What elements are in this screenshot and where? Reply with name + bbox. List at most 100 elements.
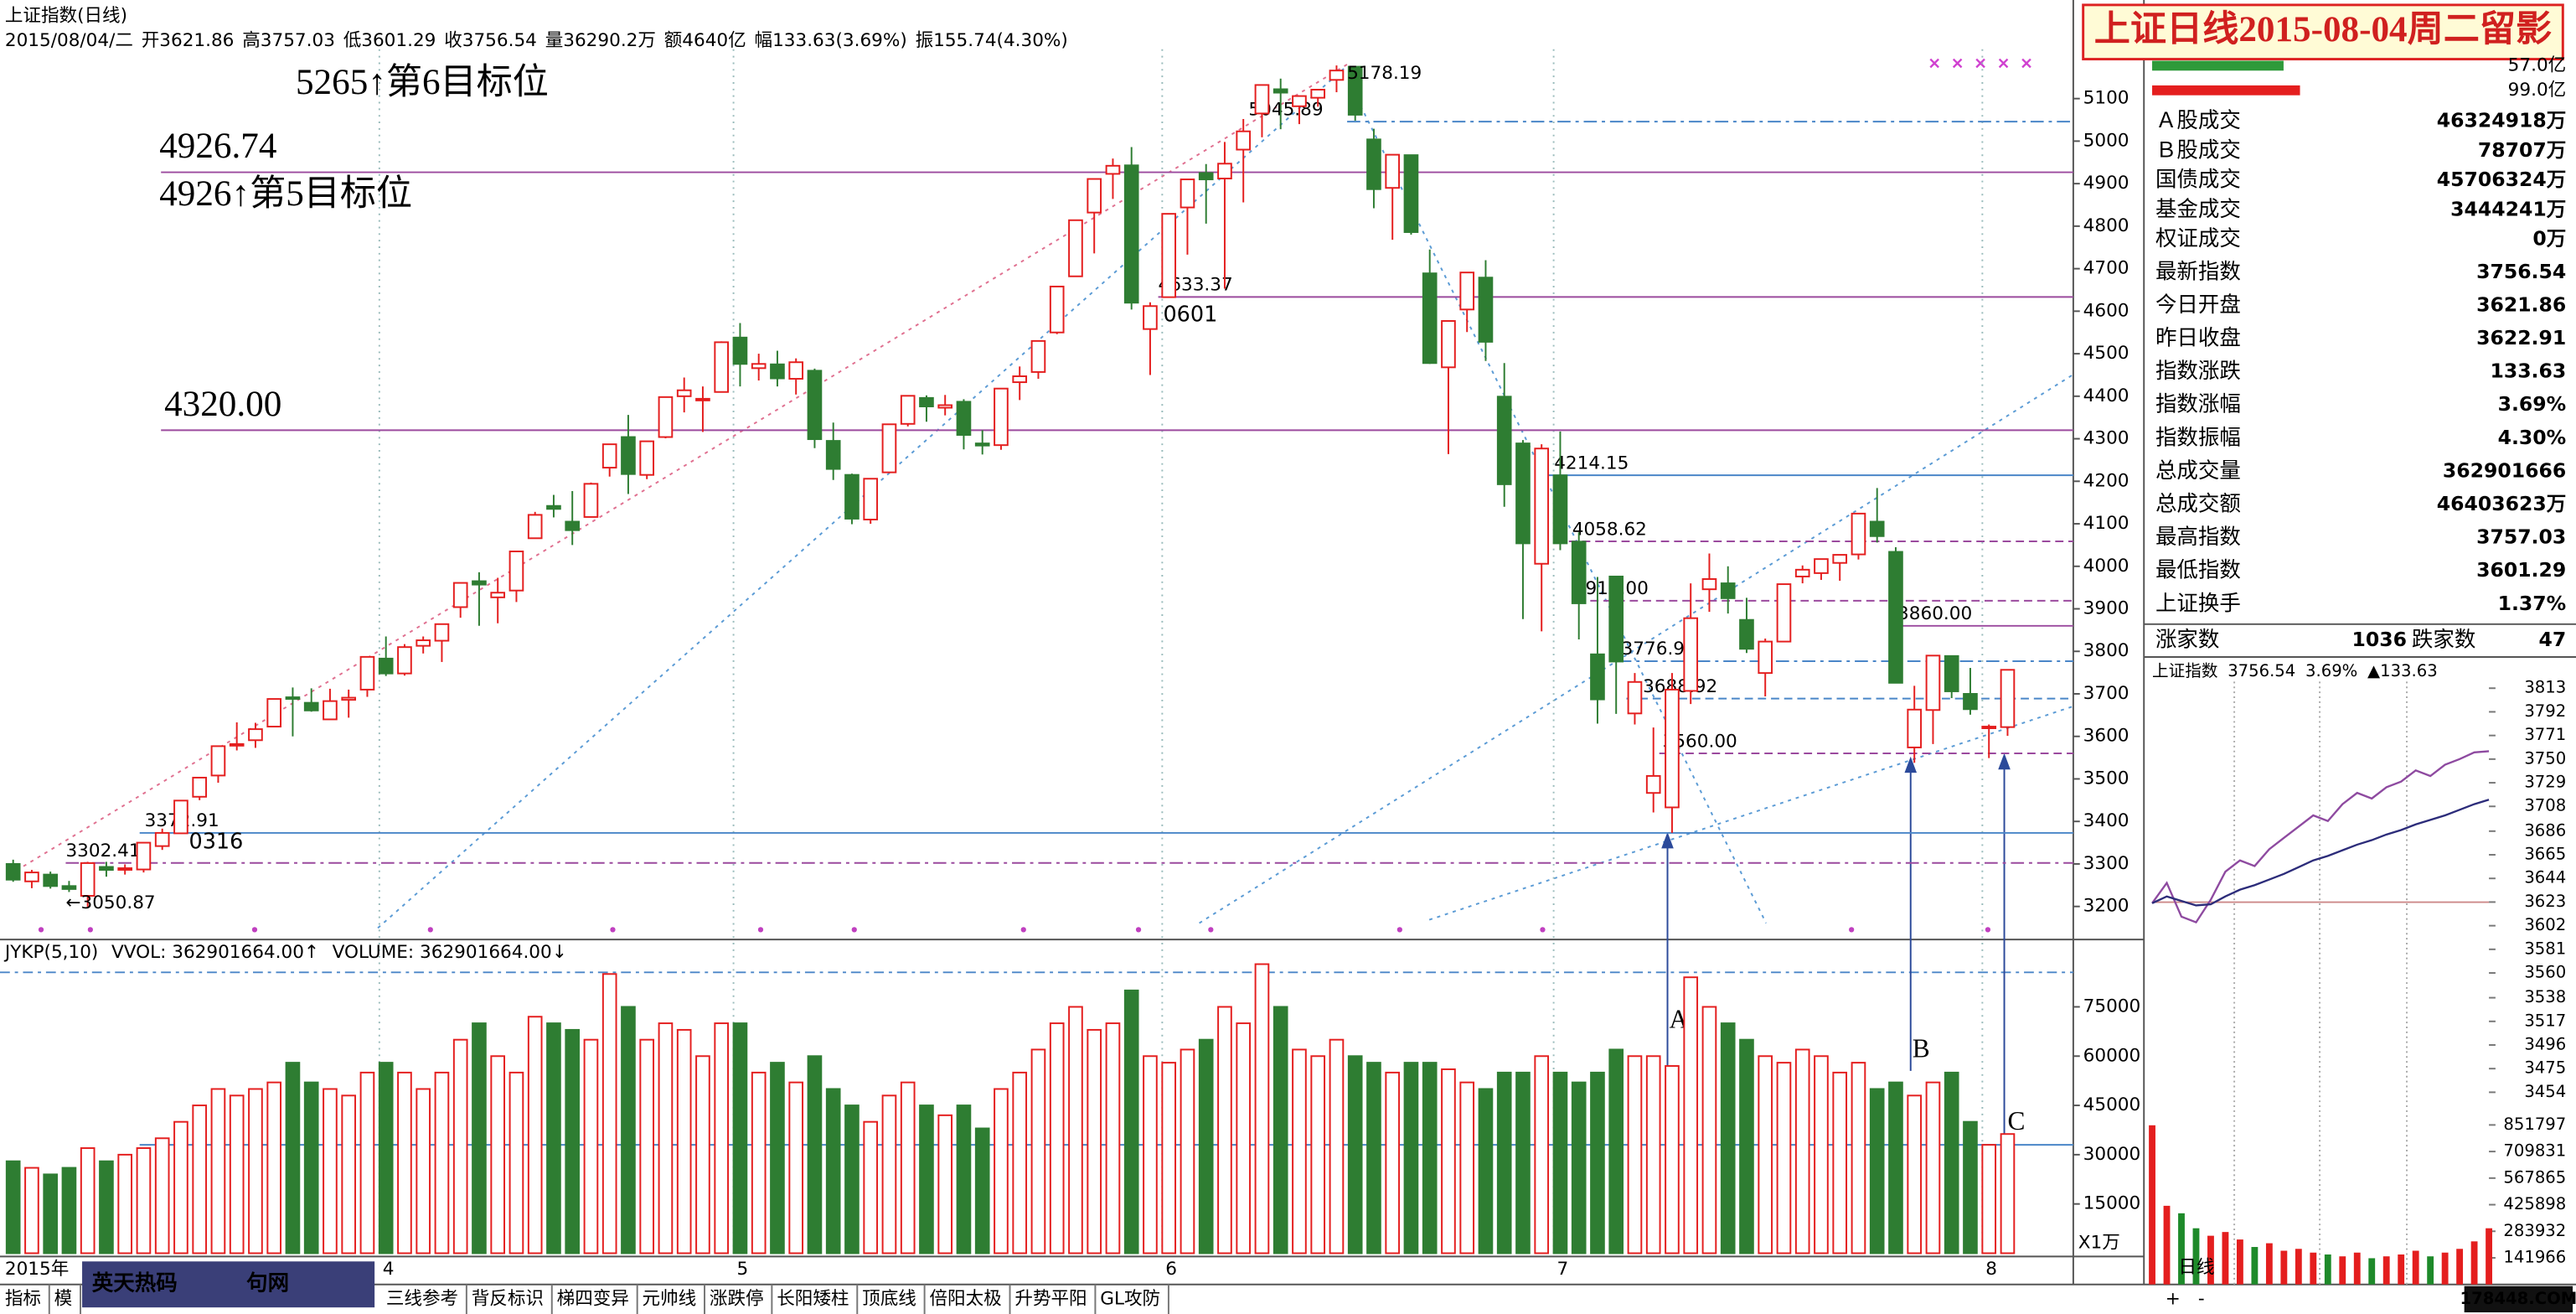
volume-bar [1981,1144,1997,1255]
site-label: 178448.COM [2460,1289,2576,1308]
volume-bar [1739,1038,1754,1255]
volume-bar [919,1104,934,1255]
volume-bar [994,1088,1009,1255]
candle-body [1794,568,1810,577]
candle-body [1701,578,1717,591]
volume-bar [378,1062,394,1255]
zoom-out[interactable]: - [2198,1288,2205,1309]
candle-body [416,639,431,647]
intraday-volume-bar [2427,1256,2434,1285]
header-field: 低3601.29 [343,30,436,51]
volume-bar [1627,1055,1643,1255]
intraday-volume-bar [2456,1249,2464,1285]
y-tick-label: 3800 [2083,640,2129,661]
candle-body [583,483,599,518]
volume-bar [323,1088,338,1255]
candle-body [807,370,823,441]
header-title: 上证指数(日线) [5,6,127,27]
candle-body [1776,583,1792,643]
candle-body [1254,84,1270,115]
panel-title: 上证日线2015-08-04周二留影 [2094,9,2552,49]
volume-bar [1422,1062,1438,1255]
volume-bar [1776,1062,1792,1255]
volume-bar [844,1104,860,1255]
breadth-value: 47 [2538,628,2566,651]
tab[interactable]: 三线参考 [386,1288,458,1309]
y-tick-label: 4400 [2083,385,2129,406]
candle-body [994,387,1009,447]
candle-body [452,582,468,608]
tab[interactable]: 顶底线 [862,1288,916,1309]
signal-dots [38,927,1991,933]
candle-body [751,363,767,370]
candle-body [1665,688,1680,809]
tab[interactable]: 长阳矮柱 [777,1288,849,1309]
candle-body [1963,693,1978,711]
intraday-volume-bar [2398,1254,2405,1285]
volume-bar [1683,976,1699,1255]
site-box [2464,1286,2573,1313]
y-tick-label: 5000 [2083,130,2129,151]
candle-body [61,885,77,890]
volume-bar [1925,1081,1941,1255]
tab[interactable]: 背反标识 [472,1288,544,1309]
tab[interactable]: 指标 [5,1288,41,1309]
volume-bar [80,1147,96,1255]
candle-body [1496,396,1512,485]
candle-body [1422,272,1438,365]
volume-bar [1534,1055,1550,1255]
tab[interactable]: 倍阳太极 [930,1288,1002,1309]
volume-bar [1049,1022,1065,1255]
volume-bar [1665,1065,1680,1255]
volume-bar [751,1071,767,1255]
candle-body [639,440,655,476]
candle-body [788,361,804,380]
volume-bar [1123,989,1139,1255]
candle-body [1888,551,1903,684]
y-tick-label: 4300 [2083,428,2129,449]
row-label: 总成交量 [2155,458,2241,484]
level-label: 3302.41 [65,841,140,861]
volume-bar [1012,1071,1028,1255]
volume-bar [937,1114,953,1255]
zoom-in[interactable]: + [2166,1288,2181,1309]
volume-bar [1888,1081,1903,1255]
volume-bar [527,1016,543,1255]
tab[interactable]: 模 [54,1288,73,1309]
tab[interactable]: 梯四变异 [557,1288,629,1309]
tab[interactable]: 升势平阳 [1014,1288,1087,1309]
intraday-volume-bar [2236,1239,2243,1285]
header-field: 额4640亿 [664,30,746,51]
candle-body [1366,138,1381,190]
volume-bar [1571,1081,1587,1255]
tab[interactable]: 元帅线 [643,1288,697,1309]
candle-body [601,443,617,469]
candle-body [210,745,226,777]
volume-bar [1180,1048,1195,1255]
y-tick-label: 3665 [2524,845,2566,864]
row-value: 3444241万 [2450,197,2566,220]
volume-bar [881,1094,897,1255]
quote-price: 3756.54 [2228,661,2295,680]
annotation: ←3050.87 [65,892,155,913]
volume-bar [173,1120,188,1255]
volume-bar [1478,1088,1494,1255]
candle-body [1925,654,1941,711]
y-tick-label: 4600 [2083,300,2129,321]
volume-bar [714,1022,730,1255]
intraday-volume-bar [2310,1252,2317,1285]
candle-body [248,728,263,742]
volume-bar [1963,1120,1978,1255]
y-tick-label: 3644 [2524,868,2566,887]
tab[interactable]: 涨跌停 [710,1288,764,1309]
volume-bar [1030,1048,1046,1255]
tab[interactable]: GL攻防 [1100,1288,1160,1309]
volume-bar [639,1038,655,1255]
candle-body [770,363,785,380]
candle-body [546,504,561,510]
volume-bar [1292,1048,1307,1255]
candle-body [266,698,282,728]
y-tick-label: 3517 [2524,1011,2566,1030]
volume-bar [1496,1071,1512,1255]
